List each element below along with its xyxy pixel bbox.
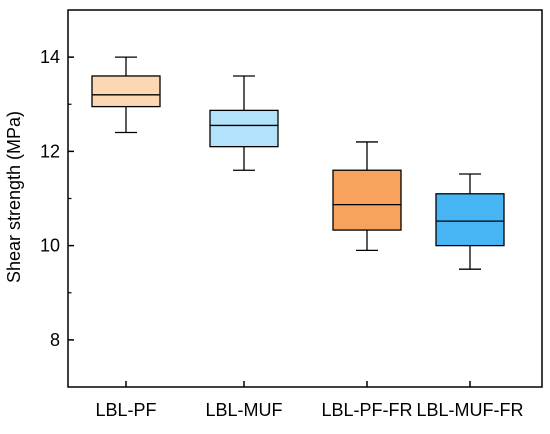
y-axis-title: Shear strength (MPa): [4, 111, 24, 283]
y-tick-label: 10: [40, 236, 60, 256]
y-tick-label: 12: [40, 141, 60, 161]
box-lbl-pf: [91, 75, 161, 108]
x-tick-label: LBL-MUF-FR: [417, 400, 524, 420]
box-lbl-pf-fr: [332, 169, 402, 231]
y-tick-label: 8: [50, 330, 60, 350]
x-tick-label: LBL-PF: [95, 400, 156, 420]
x-tick-label: LBL-MUF: [205, 400, 282, 420]
plot-area: 8 10 12 14 LBL-PF LBL-MUF LBL-PF-FR LBL-MUF-FR: [40, 9, 543, 420]
x-tick-label: LBL-PF-FR: [321, 400, 412, 420]
box-lbl-muf-fr: [435, 193, 505, 247]
box-lbl-muf: [209, 109, 279, 148]
y-tick-label: 14: [40, 47, 60, 67]
